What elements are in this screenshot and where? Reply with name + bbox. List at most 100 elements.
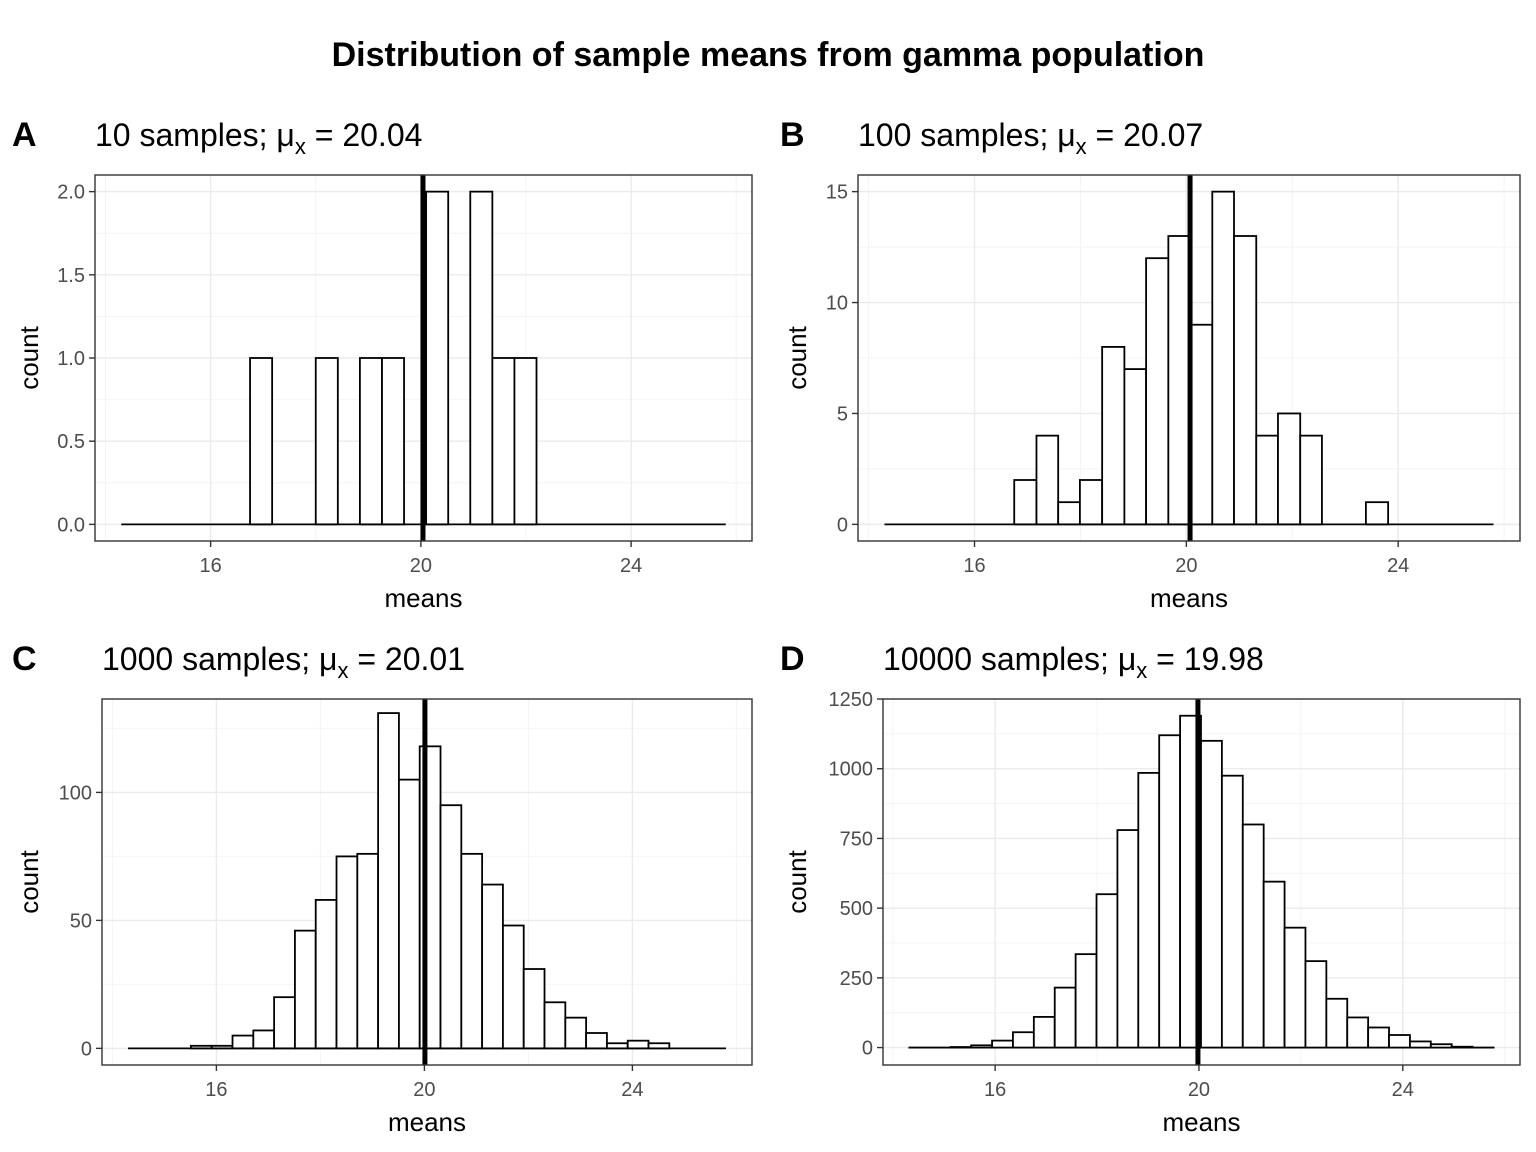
- histogram-bar: [252, 1029, 276, 1050]
- x-tick-label: 20: [410, 555, 432, 577]
- y-tick-label: 1.5: [57, 265, 85, 287]
- histogram-bar: [1211, 190, 1235, 526]
- y-tick-label: 1.0: [57, 348, 85, 370]
- histogram-bar: [564, 1016, 588, 1050]
- panel-title-subscript: x: [1136, 658, 1147, 683]
- histogram-bar: [502, 924, 525, 1050]
- panel-a: A 10 samples; μx = 20.04 16 20 24 0.0 0.5 1.0 1.…: [12, 116, 753, 613]
- histogram-bar: [522, 968, 546, 1050]
- y-tick-label: 1250: [829, 689, 874, 711]
- panel-title-value: = 20.01: [348, 641, 465, 677]
- histogram-bar: [1116, 829, 1140, 1049]
- y-axis-title: count: [782, 325, 812, 389]
- histogram-bar: [273, 996, 296, 1050]
- panel-title-value: = 20.07: [1087, 117, 1204, 153]
- histogram-bar: [469, 190, 494, 526]
- y-tick-label: 0: [81, 1038, 92, 1060]
- histogram-bar: [991, 1039, 1014, 1049]
- histogram-bar: [1095, 893, 1119, 1049]
- x-tick-label: 20: [413, 1079, 435, 1101]
- x-axis-title: means: [384, 583, 462, 613]
- histogram-bar: [314, 899, 338, 1050]
- histogram-bar: [1145, 257, 1170, 526]
- histogram-bar: [356, 852, 380, 1050]
- panel-title: 10 samples; μx = 20.04: [95, 117, 422, 159]
- histogram-bar: [425, 190, 450, 526]
- x-tick-label: 24: [1387, 555, 1409, 577]
- histogram-bar: [1079, 479, 1104, 526]
- y-tick-label: 5: [837, 403, 848, 425]
- panel-letter: A: [12, 116, 37, 154]
- y-tick-label: 2.0: [57, 182, 85, 204]
- panel-title-main: 1000 samples;: [102, 641, 319, 677]
- y-axis-title: count: [14, 325, 44, 389]
- histogram-bar: [359, 357, 383, 526]
- histogram-bar: [1262, 880, 1286, 1049]
- histogram-bar: [381, 357, 405, 526]
- histogram-bar: [1013, 479, 1038, 526]
- panel-border: [101, 698, 753, 1066]
- histogram-bar: [1388, 1034, 1411, 1049]
- y-tick-label: 250: [840, 968, 873, 990]
- y-axis-title: count: [782, 849, 812, 913]
- histogram-bar: [491, 357, 516, 526]
- x-tick-label: 24: [621, 1079, 643, 1101]
- histogram-bar: [249, 357, 274, 526]
- histogram-bar: [1035, 434, 1060, 526]
- histogram-bar: [1367, 1026, 1390, 1049]
- histogram-bar: [513, 357, 538, 526]
- panel-d: D 10000 samples; μx = 19.98 16 20 24 0 250 500 7…: [780, 640, 1521, 1137]
- panel-title-main: 10 samples;: [95, 117, 276, 153]
- histogram-bar: [294, 929, 317, 1050]
- y-tick-label: 0: [862, 1038, 873, 1060]
- histogram-bar: [1137, 771, 1161, 1049]
- histogram-bar: [1167, 235, 1191, 526]
- panel-letter: D: [780, 640, 805, 678]
- y-tick-label: 50: [70, 910, 92, 932]
- histogram-bar: [1200, 739, 1223, 1049]
- y-axis-title: count: [14, 849, 44, 913]
- histogram-bar: [398, 778, 421, 1050]
- histogram-bar: [1057, 501, 1081, 526]
- histogram-bar: [626, 1039, 650, 1050]
- histogram-bar: [585, 1032, 608, 1050]
- panel-title-value: = 20.04: [306, 117, 423, 153]
- histogram-bar: [1283, 926, 1307, 1049]
- panel-title: 10000 samples; μx = 19.98: [883, 641, 1264, 683]
- panel-c: C 1000 samples; μx = 20.01 16 20 24 0 50 100 mea…: [12, 640, 753, 1137]
- panel-title-mu: μ: [276, 117, 294, 153]
- histogram-bar: [1241, 823, 1265, 1049]
- histogram-bar: [1429, 1043, 1453, 1049]
- x-axis-title: means: [1162, 1107, 1240, 1137]
- panel-letter: B: [780, 116, 805, 154]
- histogram-bar: [439, 804, 463, 1050]
- histogram-bars: [249, 190, 538, 526]
- panel-title-subscript: x: [337, 658, 348, 683]
- histogram-bar: [1299, 434, 1323, 526]
- histogram-bar: [1053, 986, 1077, 1049]
- y-tick-label: 500: [840, 898, 873, 920]
- panel-title-main: 100 samples;: [858, 117, 1057, 153]
- histogram-bar: [1220, 774, 1244, 1049]
- x-axis-title: means: [1150, 583, 1228, 613]
- panel-border: [882, 698, 1521, 1066]
- histogram-bar: [1032, 1015, 1056, 1049]
- x-tick-label: 16: [963, 555, 985, 577]
- x-tick-label: 16: [205, 1079, 227, 1101]
- histogram-bar: [190, 1044, 213, 1050]
- x-axis-title: means: [388, 1107, 466, 1137]
- histogram-bar: [606, 1042, 629, 1050]
- panel-title-mu: μ: [1057, 117, 1075, 153]
- histogram-bar: [335, 855, 359, 1050]
- histogram-bar: [314, 357, 339, 526]
- x-tick-label: 24: [620, 555, 642, 577]
- y-tick-label: 1000: [829, 759, 874, 781]
- histogram-bar: [647, 1042, 671, 1050]
- x-tick-label: 16: [200, 555, 222, 577]
- histogram-bar: [970, 1044, 993, 1049]
- histogram-bar: [1364, 501, 1390, 526]
- panel-title-mu: μ: [1118, 641, 1136, 677]
- histogram-bar: [543, 1001, 567, 1050]
- panel-title: 1000 samples; μx = 20.01: [102, 641, 465, 683]
